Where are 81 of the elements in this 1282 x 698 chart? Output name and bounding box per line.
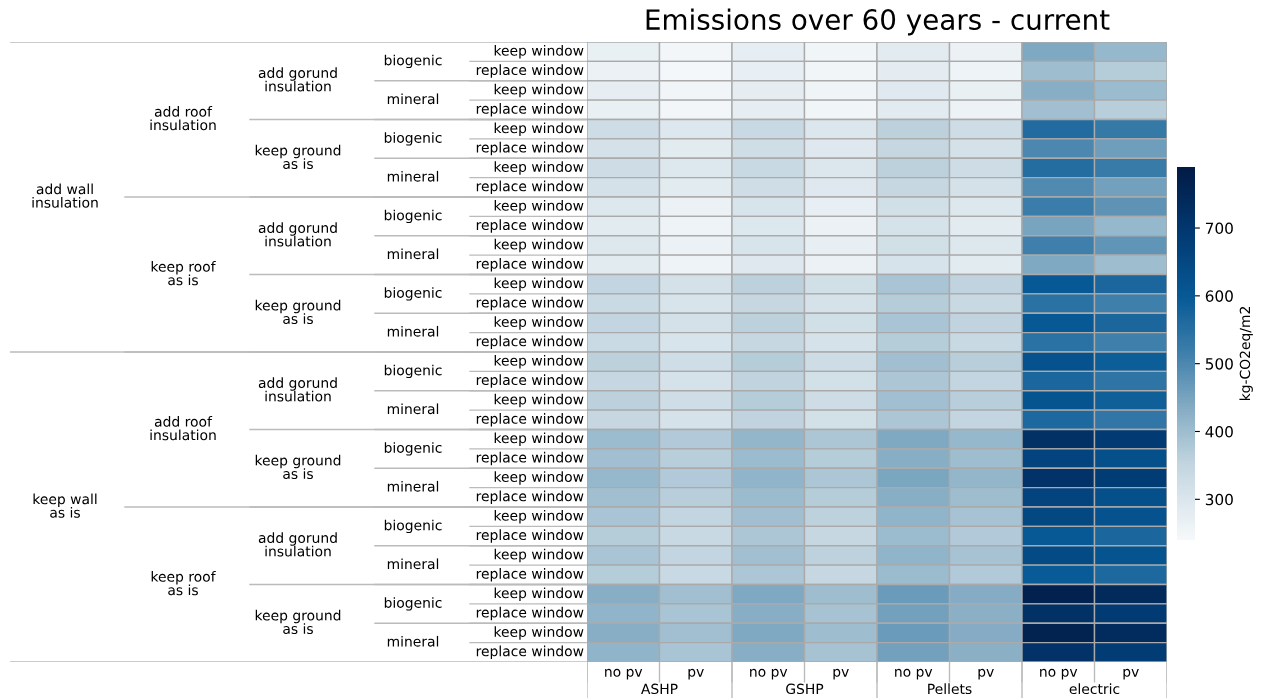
text: biogenic [384,209,442,224]
y-tick-label: keep window [494,44,584,59]
text: keep ground as is [255,144,341,169]
chart-title: Emissions over 60 years - current [646,8,1110,36]
text: add gorund insulation [258,67,337,92]
y-tick-label: keep window [494,161,584,175]
x-tick-label: pv [978,668,994,680]
color-bar-label: 700 [1205,222,1233,235]
text: mineral [387,480,439,492]
text: biogenic [384,132,442,146]
y-tick-label: keep window [494,548,584,563]
text: keep ground as is [255,454,341,479]
y-tick-label: replace window [476,568,584,582]
x-tick-label: no pv [605,668,643,680]
text: mineral [387,170,439,182]
text: mineral [387,403,439,415]
text: add gorund insulation [258,377,337,402]
x-tick-label: pv [688,668,704,680]
color-bar-label: 300 [1205,493,1233,506]
x-tick-label: pv [833,668,849,680]
y-tick-label: keep window [494,316,584,330]
y-tick-label: keep window [494,122,584,136]
y-tick-label: replace window [476,374,584,388]
y-tick-label: keep window [494,471,584,485]
text: mineral [387,325,439,337]
y-tick-label: replace window [476,606,584,621]
text: ASHP [641,683,678,695]
x-tick-label: no pv [750,668,788,680]
y-tick-label: replace window [476,258,584,272]
text: add gorund insulation [258,532,337,557]
text: add gorund insulation [258,222,337,247]
y-tick-label: keep window [494,509,584,524]
text: biogenic [384,54,442,69]
y-tick-label: replace window [476,451,584,466]
y-tick-label: replace window [476,296,584,311]
x-tick-label: no pv [895,668,933,680]
y-tick-label: keep window [494,393,584,408]
text: electric [1069,683,1120,695]
text: keep wall as is [33,493,97,518]
text: mineral [387,248,439,260]
y-tick-label: replace window [476,141,584,156]
text: biogenic [384,597,442,611]
text: biogenic [384,287,442,301]
x-tick-label: pv [1123,668,1139,680]
y-tick-label: keep window [494,83,584,98]
text: mineral [387,558,439,570]
y-tick-label: keep window [494,238,584,253]
y-tick-label: keep window [494,354,584,369]
text: add roof insulation [150,416,216,441]
text: keep ground as is [255,299,341,324]
text: keep ground as is [255,609,341,634]
text: keep roof as is [151,571,216,596]
y-tick-label: keep window [494,587,584,601]
color-bar-title: kg-CO2eq/m2 [1239,307,1253,401]
y-tick-label: replace window [476,180,584,195]
color-bar-label: 500 [1205,358,1233,370]
y-tick-label: replace window [476,335,584,350]
y-tick-label: keep window [494,199,584,214]
y-tick-label: replace window [476,490,584,505]
text: biogenic [384,364,442,379]
y-tick-label: keep window [494,626,584,640]
y-tick-label: replace window [476,219,584,233]
text: GSHP [786,683,824,695]
text: add wall insulation [32,183,98,208]
y-tick-label: keep window [494,432,584,446]
y-tick-label: replace window [476,529,584,543]
text: keep roof as is [151,261,216,286]
text: biogenic [384,442,442,456]
text: Pellets [928,683,972,695]
y-tick-label: replace window [476,413,584,427]
y-tick-label: keep window [494,277,584,291]
text: mineral [387,93,439,105]
x-tick-label: no pv [1040,668,1078,680]
y-tick-label: replace window [476,645,584,660]
color-bar-label: 600 [1205,290,1233,302]
y-tick-label: replace window [476,103,584,117]
y-tick-label: replace window [476,64,584,78]
text: biogenic [384,519,442,534]
text: add roof insulation [150,106,216,131]
color-bar-label: 400 [1205,425,1233,438]
text: mineral [387,635,439,647]
